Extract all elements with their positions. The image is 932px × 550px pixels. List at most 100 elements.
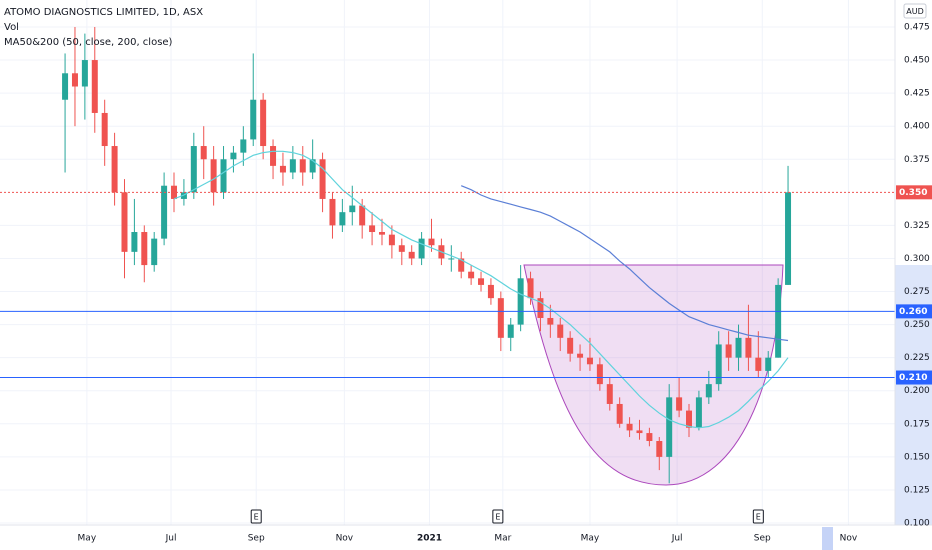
candle-body bbox=[91, 60, 98, 113]
candle-body bbox=[101, 112, 108, 147]
legend-entry: MA50&200 (50, close, 200, close) bbox=[4, 37, 173, 48]
y-tick-label: 0.375 bbox=[904, 155, 930, 165]
x-tick-label: Jul bbox=[165, 534, 177, 544]
candle-body bbox=[676, 397, 683, 411]
candle-body bbox=[378, 232, 385, 235]
candle-body bbox=[299, 159, 306, 173]
time-highlight bbox=[822, 527, 833, 550]
y-tick-label: 0.225 bbox=[904, 353, 930, 363]
candle-body bbox=[359, 205, 366, 226]
candle-body bbox=[289, 159, 296, 173]
candle-body bbox=[646, 433, 653, 442]
candle-body bbox=[596, 364, 603, 385]
y-tick-label: 0.275 bbox=[904, 287, 930, 297]
x-tick-label: Sep bbox=[248, 534, 265, 544]
unit-box bbox=[903, 3, 927, 19]
candle-body bbox=[656, 441, 663, 457]
candle-body bbox=[131, 232, 138, 252]
unit-label: AUD bbox=[906, 7, 924, 16]
event-marker bbox=[492, 509, 504, 524]
y-tick-label: 0.325 bbox=[904, 221, 930, 231]
x-tick-label: Nov bbox=[336, 534, 354, 544]
x-tick-label: Nov bbox=[840, 534, 858, 544]
candle-body bbox=[478, 278, 485, 285]
candle-body bbox=[240, 139, 247, 153]
event-label: E bbox=[254, 513, 259, 522]
candle-body bbox=[507, 324, 514, 338]
candle-body bbox=[349, 205, 356, 213]
candle-body bbox=[705, 384, 712, 398]
candle-body bbox=[448, 258, 455, 260]
candle-body bbox=[111, 146, 118, 193]
candle-body bbox=[695, 397, 702, 428]
y-tick-label: 0.425 bbox=[904, 89, 930, 99]
candle-body bbox=[270, 146, 277, 166]
candle-body bbox=[745, 337, 752, 358]
legend-entry: Vol bbox=[4, 22, 19, 33]
x-tick-label: Mar bbox=[494, 534, 511, 544]
candle-body bbox=[487, 284, 494, 299]
y-tick-label: 0.200 bbox=[904, 386, 930, 396]
price-tag bbox=[896, 185, 932, 200]
candle-body bbox=[428, 238, 435, 246]
plot-area bbox=[0, 26, 895, 484]
y-tick-label: 0.100 bbox=[904, 519, 930, 529]
candle-body bbox=[666, 397, 673, 457]
candle-body bbox=[408, 251, 415, 259]
candle-body bbox=[121, 192, 128, 252]
candle-body bbox=[279, 165, 286, 173]
y-tick-label: 0.475 bbox=[904, 22, 930, 32]
candle-body bbox=[398, 245, 405, 252]
y-tick-label: 0.400 bbox=[904, 122, 930, 132]
candle-body bbox=[319, 159, 326, 199]
candle-body bbox=[171, 185, 178, 199]
candle-body bbox=[458, 258, 465, 272]
candle-body bbox=[537, 298, 544, 318]
y-tick-label: 0.125 bbox=[904, 485, 930, 495]
x-tick-label: 2021 bbox=[417, 534, 442, 544]
candle-body bbox=[151, 238, 158, 266]
x-tick-label: May bbox=[581, 534, 600, 544]
moving-average bbox=[173, 150, 789, 429]
candle-body bbox=[616, 403, 623, 424]
candle-body bbox=[418, 238, 425, 259]
x-tick-label: May bbox=[78, 534, 97, 544]
candle-body bbox=[557, 324, 564, 338]
candle-body bbox=[81, 60, 88, 87]
candle-body bbox=[686, 410, 693, 428]
candle-body bbox=[220, 159, 227, 193]
x-tick-label: Jul bbox=[671, 534, 683, 544]
candle-body bbox=[765, 357, 772, 371]
candle-body bbox=[775, 284, 782, 358]
y-tick-label: 0.175 bbox=[904, 419, 930, 429]
axis-labels: 0.475 0.450 0.425 0.400 0.375 0.325 0.300 0.275… bbox=[78, 22, 932, 544]
chart-title: ATOMO DIAGNOSTICS LIMITED, 1D, ASX bbox=[4, 7, 203, 18]
candle-body bbox=[517, 278, 524, 325]
candle-body bbox=[260, 99, 267, 147]
candle-body bbox=[606, 384, 613, 404]
candle-body bbox=[71, 73, 78, 87]
candle-body bbox=[200, 146, 207, 160]
candle-body bbox=[141, 232, 148, 266]
y-tick-label: 0.450 bbox=[904, 56, 930, 66]
candle-body bbox=[725, 344, 732, 358]
candle-body bbox=[586, 357, 593, 365]
price-tag bbox=[896, 370, 932, 385]
y-tick-label: 0.150 bbox=[904, 452, 930, 462]
grid bbox=[0, 0, 895, 525]
y-tick-label: 0.250 bbox=[904, 320, 930, 330]
cup-pattern bbox=[523, 264, 784, 486]
candle-body bbox=[567, 337, 574, 354]
candle-body bbox=[210, 159, 217, 193]
candle-body bbox=[785, 192, 792, 285]
event-marker bbox=[250, 509, 262, 524]
candle-body bbox=[715, 344, 722, 385]
event-marker bbox=[752, 509, 764, 524]
candle-body bbox=[468, 271, 475, 279]
candle-body bbox=[230, 152, 237, 160]
price-tag-label: 0.210 bbox=[899, 373, 927, 383]
price-tag-label: 0.350 bbox=[899, 188, 927, 198]
candle-body bbox=[527, 278, 534, 299]
